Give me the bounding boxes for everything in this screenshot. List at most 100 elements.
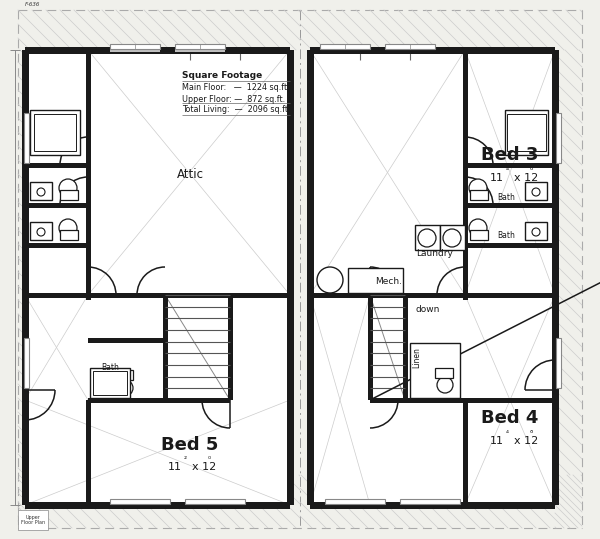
Text: ⁴: ⁴ <box>506 429 509 438</box>
Bar <box>385 44 435 49</box>
Bar <box>310 46 555 53</box>
Bar <box>163 295 167 400</box>
Bar <box>325 499 385 504</box>
Bar <box>403 295 407 400</box>
Bar <box>88 337 165 342</box>
Text: x 12: x 12 <box>514 173 538 183</box>
Bar <box>25 203 88 208</box>
Text: ²: ² <box>184 455 187 464</box>
Bar <box>86 50 91 300</box>
Text: Bed 4: Bed 4 <box>481 409 539 427</box>
Circle shape <box>469 179 487 197</box>
Text: F-636: F-636 <box>25 2 40 7</box>
Bar <box>25 243 88 247</box>
Bar <box>24 338 29 388</box>
Bar <box>88 397 230 403</box>
Text: Laundry: Laundry <box>416 248 454 258</box>
Circle shape <box>37 228 45 236</box>
Bar <box>310 501 555 508</box>
Bar <box>93 371 127 395</box>
Text: Linen: Linen <box>413 348 421 369</box>
Circle shape <box>59 219 77 237</box>
Bar <box>465 293 555 298</box>
Text: down: down <box>415 306 439 314</box>
Text: Bath: Bath <box>497 231 515 239</box>
Bar <box>435 368 453 378</box>
Bar <box>287 50 293 505</box>
Bar <box>115 370 133 380</box>
Circle shape <box>317 267 343 293</box>
Circle shape <box>117 380 133 396</box>
Text: Bath: Bath <box>497 194 515 203</box>
Bar <box>320 44 370 49</box>
Circle shape <box>59 179 77 197</box>
Bar <box>227 295 233 400</box>
Text: 11: 11 <box>490 436 504 446</box>
Bar <box>465 162 555 168</box>
Bar <box>24 113 29 163</box>
Bar <box>470 230 488 240</box>
Bar <box>34 114 76 151</box>
Text: 11: 11 <box>490 173 504 183</box>
Bar <box>30 110 80 155</box>
Bar <box>367 295 373 400</box>
Bar <box>86 400 91 505</box>
Bar <box>463 400 467 505</box>
Bar <box>551 50 559 505</box>
Bar <box>60 230 78 240</box>
Bar <box>90 368 130 398</box>
Bar <box>25 162 88 168</box>
Bar <box>60 190 78 200</box>
Circle shape <box>469 219 487 237</box>
Bar <box>310 293 465 298</box>
Text: Upper Floor: —  872 sq.ft.: Upper Floor: — 872 sq.ft. <box>182 94 285 103</box>
Bar <box>25 50 290 505</box>
Text: x 12: x 12 <box>192 462 216 472</box>
Text: Square Footage: Square Footage <box>182 71 262 79</box>
Bar <box>18 510 48 530</box>
Text: ⁴: ⁴ <box>506 166 509 175</box>
Circle shape <box>437 377 453 393</box>
Bar <box>25 293 88 298</box>
Bar <box>415 225 440 250</box>
Bar <box>175 48 225 52</box>
Text: ⁶: ⁶ <box>530 166 533 175</box>
Bar <box>525 222 547 240</box>
Text: ⁶: ⁶ <box>530 429 533 438</box>
Text: x 12: x 12 <box>514 436 538 446</box>
Circle shape <box>418 229 436 247</box>
Bar <box>25 501 290 508</box>
Circle shape <box>37 188 45 196</box>
Text: Attic: Attic <box>176 169 203 182</box>
Bar <box>556 338 561 388</box>
Bar <box>307 50 314 505</box>
Text: Bath: Bath <box>101 363 119 372</box>
Text: Mech.: Mech. <box>375 278 402 287</box>
Bar <box>310 50 555 505</box>
Bar <box>410 343 460 398</box>
Text: Bed 3: Bed 3 <box>481 146 539 164</box>
Bar <box>370 397 555 403</box>
Text: 11: 11 <box>168 462 182 472</box>
Bar <box>25 46 290 53</box>
Text: ⁰: ⁰ <box>208 455 211 464</box>
Circle shape <box>532 228 540 236</box>
Bar <box>400 499 460 504</box>
Text: Total Living:  —  2096 sq.ft.: Total Living: — 2096 sq.ft. <box>182 106 290 114</box>
Bar <box>175 44 225 49</box>
Bar <box>348 268 403 293</box>
Bar <box>110 48 160 52</box>
Bar <box>463 50 467 300</box>
Bar <box>22 50 29 505</box>
Text: Main Floor:   —  1224 sq.ft.: Main Floor: — 1224 sq.ft. <box>182 84 290 93</box>
Bar <box>465 243 555 247</box>
Bar <box>507 114 546 151</box>
Circle shape <box>532 188 540 196</box>
Bar <box>525 182 547 200</box>
Bar <box>185 499 245 504</box>
Text: Bed 5: Bed 5 <box>161 436 218 454</box>
Bar <box>30 182 52 200</box>
Bar <box>110 44 160 49</box>
Circle shape <box>443 229 461 247</box>
Bar <box>556 113 561 163</box>
